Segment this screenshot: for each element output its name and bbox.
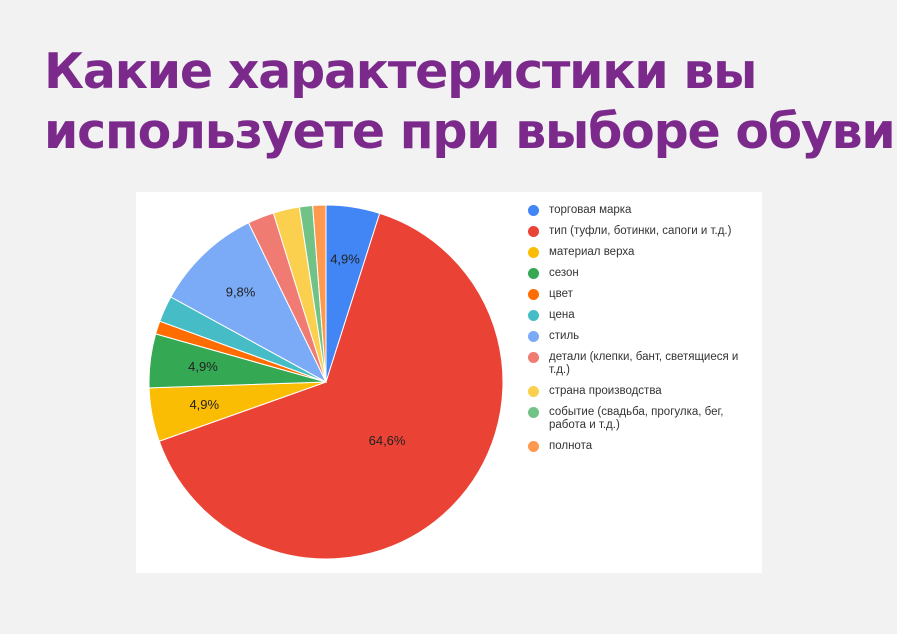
pie-slices: [148, 204, 504, 560]
legend-label-6: стиль: [549, 330, 580, 342]
legend-swatch-7: [528, 352, 539, 363]
legend-label-9: событие (свадьба, прогулка, бег, работа …: [549, 406, 724, 431]
legend-item-3: сезон: [528, 267, 753, 280]
legend-label-7: детали (клепки, бант, светящиеся и т.д.): [549, 351, 739, 376]
legend-label-4: цвет: [549, 288, 573, 300]
legend-item-2: материал верха: [528, 246, 753, 259]
legend-swatch-3: [528, 268, 539, 279]
legend-label-3: сезон: [549, 267, 579, 279]
legend-swatch-10: [528, 441, 539, 452]
legend-item-6: стиль: [528, 330, 753, 343]
legend-swatch-0: [528, 205, 539, 216]
legend-item-7: детали (клепки, бант, светящиеся и т.д.): [528, 351, 753, 377]
pie-slice-1: [158, 212, 504, 560]
slide-title-line-2: используете при выборе обуви: [44, 103, 896, 160]
legend-item-8: страна производства: [528, 385, 753, 398]
legend-label-8: страна производства: [549, 385, 662, 397]
chart-card: 4,9% 64,6% 4,9% 4,9% 9,8% торговая марка тип …: [136, 192, 762, 573]
slice-data-label-1: 64,6%: [369, 433, 406, 448]
slice-data-label-0: 4,9%: [330, 252, 360, 267]
legend-swatch-1: [528, 226, 539, 237]
slide-title-line-1: Какие характеристики вы: [44, 43, 757, 100]
slide-title: Какие характеристики вы используете при …: [44, 42, 896, 162]
legend-swatch-8: [528, 386, 539, 397]
legend-label-0: торговая марка: [549, 204, 632, 216]
pie-slice-labels: 4,9% 64,6% 4,9% 4,9% 9,8%: [188, 252, 406, 449]
legend-swatch-9: [528, 407, 539, 418]
legend-swatch-6: [528, 331, 539, 342]
legend-item-0: торговая марка: [528, 204, 753, 217]
chart-legend: торговая марка тип (туфли, ботинки, сапог…: [528, 204, 753, 461]
legend-label-5: цена: [549, 309, 575, 321]
pie-chart: 4,9% 64,6% 4,9% 4,9% 9,8%: [148, 204, 504, 560]
legend-label-2: материал верха: [549, 246, 635, 258]
pie-slice-10: [312, 204, 327, 383]
legend-swatch-2: [528, 247, 539, 258]
legend-item-1: тип (туфли, ботинки, сапоги и т.д.): [528, 225, 753, 238]
legend-item-4: цвет: [528, 288, 753, 301]
legend-label-1: тип (туфли, ботинки, сапоги и т.д.): [549, 225, 732, 237]
slice-data-label-6: 9,8%: [226, 284, 256, 299]
slice-data-label-2: 4,9%: [189, 397, 219, 412]
legend-label-10: полнота: [549, 440, 593, 452]
legend-swatch-4: [528, 289, 539, 300]
legend-swatch-5: [528, 310, 539, 321]
legend-item-9: событие (свадьба, прогулка, бег, работа …: [528, 406, 753, 432]
legend-item-10: полнота: [528, 440, 753, 453]
legend-item-5: цена: [528, 309, 753, 322]
slice-data-label-3: 4,9%: [188, 359, 218, 374]
pie-slice-6: [170, 222, 328, 384]
